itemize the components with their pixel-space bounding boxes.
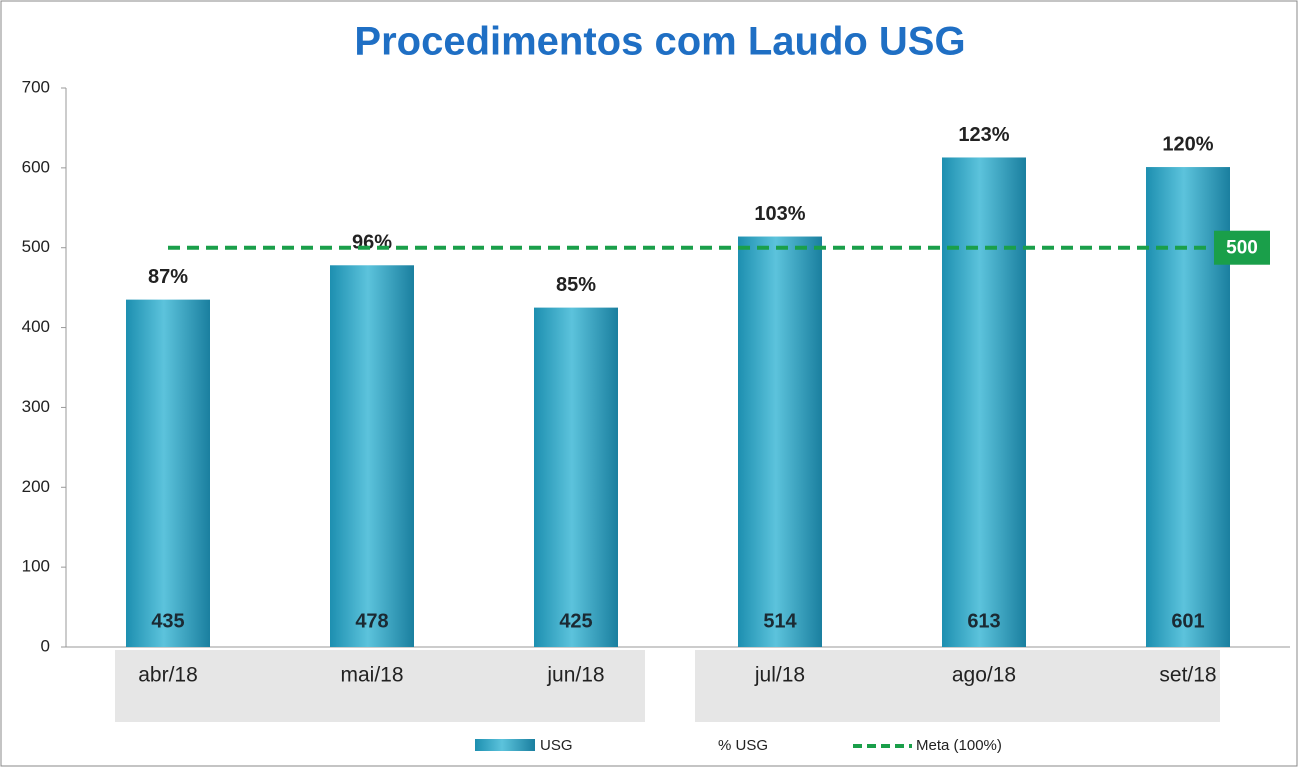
reference-label: 500 (1226, 238, 1258, 259)
bar-value-label: 601 (1171, 610, 1204, 632)
x-tick-label: jun/18 (546, 664, 604, 687)
reference-badge (1214, 230, 1270, 265)
bar-value-label: 478 (355, 610, 388, 632)
bar (534, 307, 618, 647)
legend-label: % USG (718, 737, 768, 754)
y-tick-label: 200 (22, 477, 50, 496)
x-tick-label: jul/18 (754, 664, 805, 687)
chart-title: Procedimentos com Laudo USG (354, 20, 965, 64)
x-tick-label: abr/18 (138, 664, 198, 687)
y-tick-label: 700 (22, 77, 50, 96)
x-tick-label: mai/18 (340, 664, 403, 687)
y-tick-label: 500 (22, 237, 50, 256)
bar (330, 265, 414, 647)
y-tick-label: 100 (22, 557, 50, 576)
y-tick-label: 400 (22, 317, 50, 336)
label-panel (115, 650, 645, 722)
y-tick-label: 0 (41, 636, 50, 655)
bar-value-label: 435 (151, 610, 184, 632)
y-tick-label: 600 (22, 157, 50, 176)
bar-value-label: 613 (967, 610, 1000, 632)
bar (126, 299, 210, 647)
bar (942, 157, 1026, 647)
x-tick-label: ago/18 (952, 664, 1016, 687)
percent-label: 120% (1162, 133, 1213, 155)
percent-label: 85% (556, 274, 596, 296)
legend-label: Meta (100%) (916, 737, 1002, 754)
legend-swatch (475, 739, 535, 751)
percent-label: 87% (148, 266, 188, 288)
label-panel (695, 650, 1220, 722)
y-tick-label: 300 (22, 397, 50, 416)
bar (738, 236, 822, 647)
percent-label: 123% (958, 124, 1009, 146)
x-tick-label: set/18 (1159, 664, 1216, 687)
legend-label: USG (540, 737, 573, 754)
percent-label: 103% (754, 203, 805, 225)
bar-value-label: 514 (763, 610, 797, 632)
percent-label: 96% (352, 232, 392, 254)
bar-value-label: 425 (559, 610, 592, 632)
